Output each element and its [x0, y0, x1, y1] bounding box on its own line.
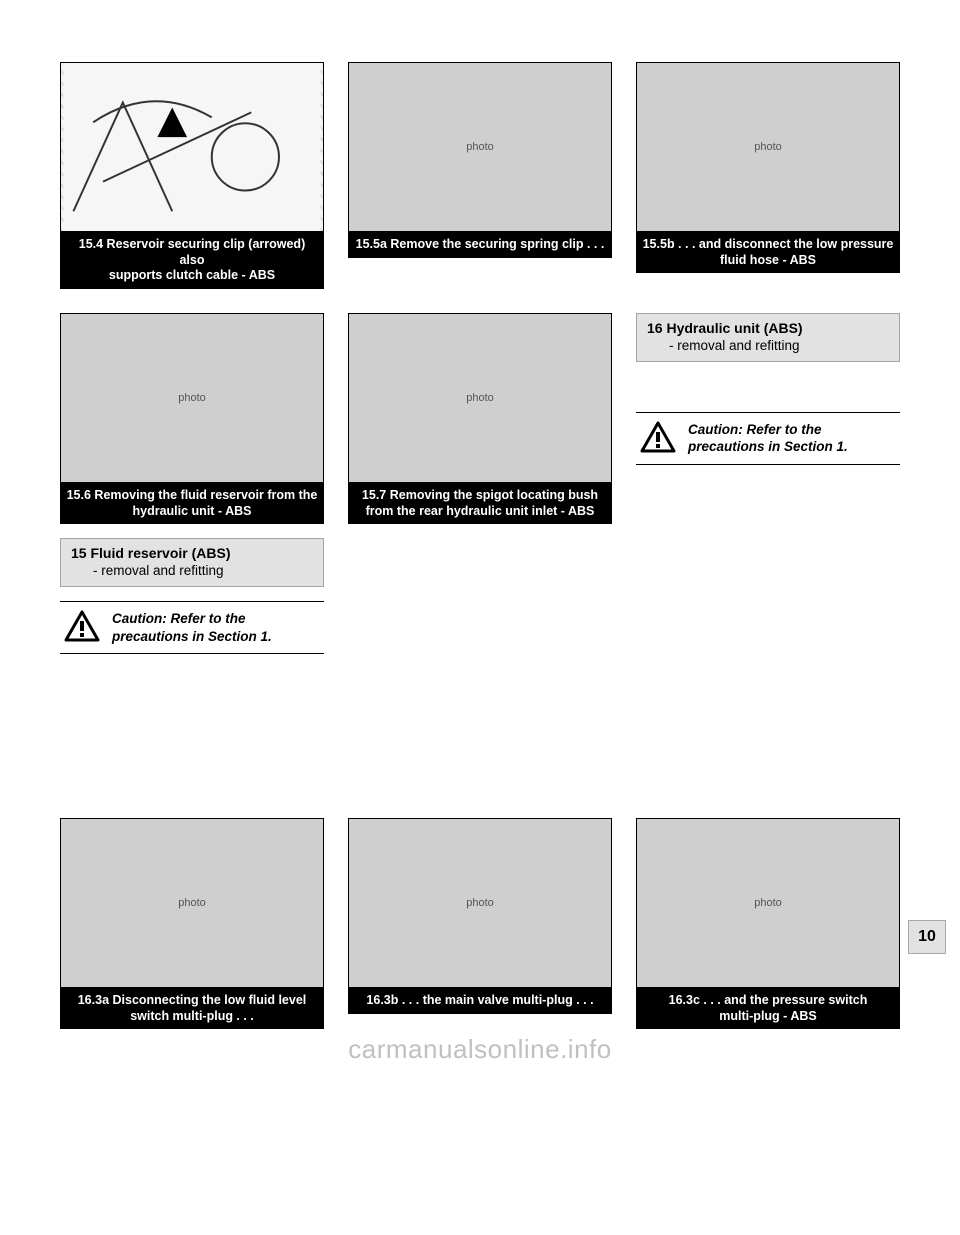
section-16-heading: 16 Hydraulic unit (ABS) - removal and re…	[636, 313, 900, 362]
figure-16-3c-image: photo	[636, 818, 900, 988]
figure-15-5b-caption: 15.5b . . . and disconnect the low press…	[636, 232, 900, 273]
photo-placeholder-icon: photo	[178, 392, 206, 404]
caption-line: switch multi-plug . . .	[130, 1009, 254, 1023]
caption-line: 16.3c . . . and the pressure switch	[669, 993, 868, 1007]
figure-15-4-caption: 15.4 Reservoir securing clip (arrowed) a…	[60, 232, 324, 289]
photo-placeholder-icon: photo	[466, 897, 494, 909]
figure-15-5a-caption: 15.5a Remove the securing spring clip . …	[348, 232, 612, 258]
caption-line: from the rear hydraulic unit inlet - ABS	[366, 504, 595, 518]
figure-15-4-image	[60, 62, 324, 232]
photo-placeholder-icon: photo	[754, 141, 782, 153]
caption-line: 15.5b . . . and disconnect the low press…	[643, 237, 894, 251]
section-16-subtitle: - removal and refitting	[669, 338, 889, 353]
figure-16-3a-caption: 16.3a Disconnecting the low fluid level …	[60, 988, 324, 1029]
chapter-tab: 10	[908, 920, 946, 954]
figure-16-3a-image: photo	[60, 818, 324, 988]
line-drawing-icon	[61, 63, 323, 231]
caption-line: 16.3a Disconnecting the low fluid level	[78, 993, 307, 1007]
figure-15-7-caption: 15.7 Removing the spigot locating bush f…	[348, 483, 612, 524]
warning-triangle-icon	[64, 610, 100, 642]
figure-15-5a: photo 15.5a Remove the securing spring c…	[348, 62, 612, 258]
section-15-subtitle: - removal and refitting	[93, 563, 313, 578]
section-15-heading: 15 Fluid reservoir (ABS) - removal and r…	[60, 538, 324, 587]
figure-row-2: photo 15.6 Removing the fluid reservoir …	[60, 313, 900, 668]
manual-page: 15.4 Reservoir securing clip (arrowed) a…	[0, 0, 960, 1079]
figure-15-4: 15.4 Reservoir securing clip (arrowed) a…	[60, 62, 324, 289]
caption-line: 16.3b . . . the main valve multi-plug . …	[366, 993, 593, 1007]
figure-15-5b: photo 15.5b . . . and disconnect the low…	[636, 62, 900, 273]
figure-15-7: photo 15.7 Removing the spigot locating …	[348, 313, 612, 524]
section-15-title: 15 Fluid reservoir (ABS)	[71, 545, 313, 561]
caption-line: supports clutch cable - ABS	[109, 268, 275, 282]
caption-line: 15.4 Reservoir securing clip (arrowed) a…	[79, 237, 305, 267]
figure-15-5b-image: photo	[636, 62, 900, 232]
caption-line: fluid hose - ABS	[720, 253, 816, 267]
figure-16-3b-caption: 16.3b . . . the main valve multi-plug . …	[348, 988, 612, 1014]
caution-line: Caution: Refer to the	[688, 422, 822, 437]
caution-line: precautions in Section 1.	[688, 439, 848, 454]
figure-16-3a: photo 16.3a Disconnecting the low fluid …	[60, 818, 324, 1029]
photo-placeholder-icon: photo	[754, 897, 782, 909]
figure-row-3: photo 16.3a Disconnecting the low fluid …	[60, 818, 900, 1039]
section-15-caution-text: Caution: Refer to the precautions in Sec…	[112, 610, 272, 645]
figure-15-6: photo 15.6 Removing the fluid reservoir …	[60, 313, 324, 524]
figure-16-3b-image: photo	[348, 818, 612, 988]
caption-line: 15.6 Removing the fluid reservoir from t…	[67, 488, 318, 502]
watermark-text: carmanualsonline.info	[0, 1034, 960, 1065]
figure-15-5a-image: photo	[348, 62, 612, 232]
chapter-tab-number: 10	[918, 928, 936, 946]
warning-triangle-icon	[640, 421, 676, 453]
section-15-caution: Caution: Refer to the precautions in Sec…	[60, 601, 324, 654]
caption-line: hydraulic unit - ABS	[133, 504, 252, 518]
body-text-region	[60, 668, 900, 818]
figure-15-6-image: photo	[60, 313, 324, 483]
caution-line: precautions in Section 1.	[112, 629, 272, 644]
figure-16-3c: photo 16.3c . . . and the pressure switc…	[636, 818, 900, 1029]
figure-16-3b: photo 16.3b . . . the main valve multi-p…	[348, 818, 612, 1014]
caption-line: multi-plug - ABS	[719, 1009, 816, 1023]
figure-15-6-caption: 15.6 Removing the fluid reservoir from t…	[60, 483, 324, 524]
photo-placeholder-icon: photo	[466, 141, 494, 153]
photo-placeholder-icon: photo	[466, 392, 494, 404]
figure-16-3c-caption: 16.3c . . . and the pressure switch mult…	[636, 988, 900, 1029]
section-16-title: 16 Hydraulic unit (ABS)	[647, 320, 889, 336]
caption-line: 15.7 Removing the spigot locating bush	[362, 488, 598, 502]
figure-row-1: 15.4 Reservoir securing clip (arrowed) a…	[60, 62, 900, 299]
section-16-caution-text: Caution: Refer to the precautions in Sec…	[688, 421, 848, 456]
section-16-caution: Caution: Refer to the precautions in Sec…	[636, 412, 900, 465]
caption-line: 15.5a Remove the securing spring clip . …	[356, 237, 605, 251]
figure-15-7-image: photo	[348, 313, 612, 483]
photo-placeholder-icon: photo	[178, 897, 206, 909]
caution-line: Caution: Refer to the	[112, 611, 246, 626]
